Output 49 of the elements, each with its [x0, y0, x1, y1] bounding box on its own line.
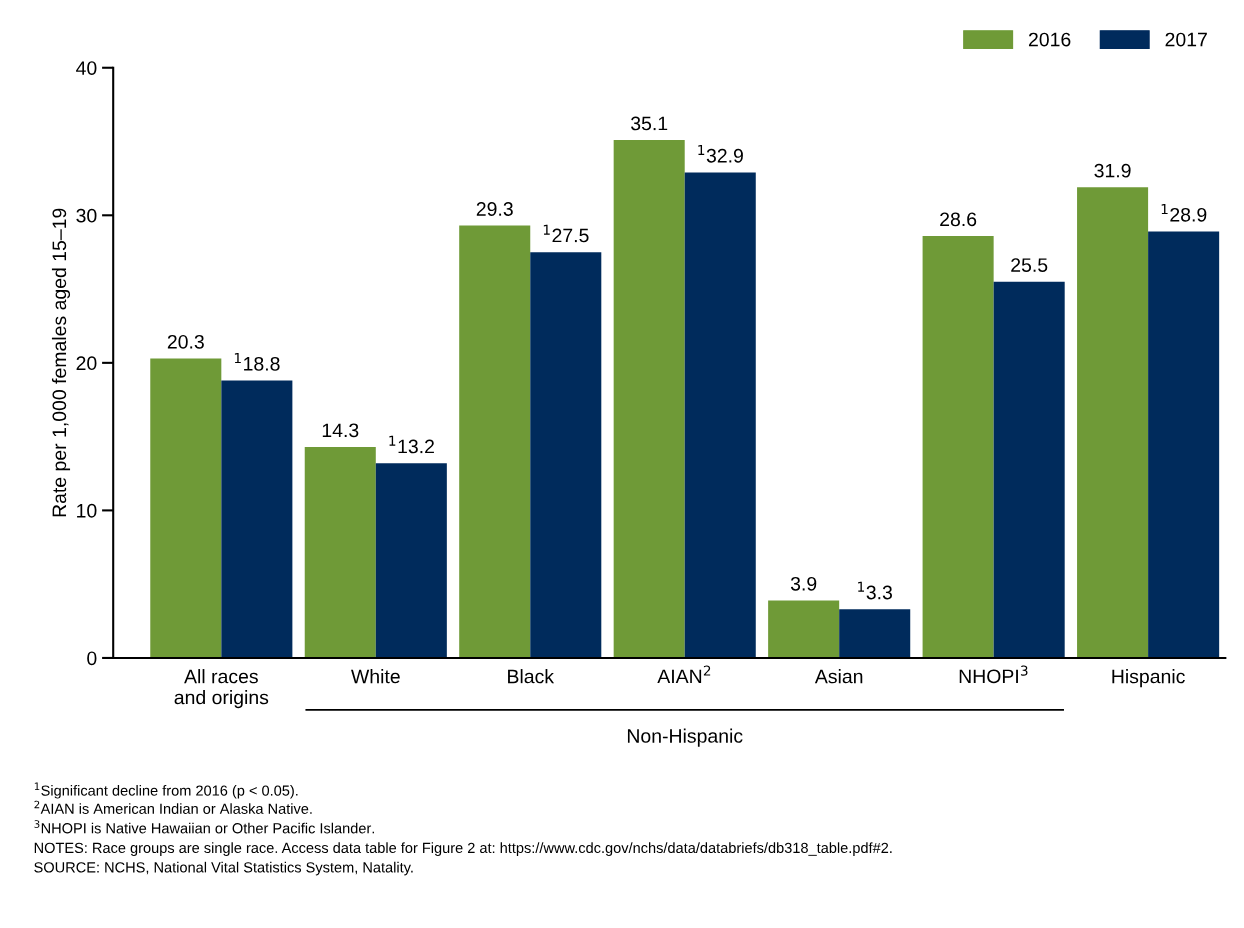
data-label: 31.9	[1094, 163, 1131, 178]
x-tick-label: AIAN$^{2}$	[657, 665, 711, 684]
data-label: $^{1}$18.8	[234, 353, 280, 371]
data-label: 14.3	[322, 423, 359, 438]
bar	[684, 172, 756, 658]
bar	[150, 358, 222, 658]
data-label: $^{1}$3.3	[858, 581, 892, 600]
data-label: 28.6	[940, 212, 977, 227]
x-tick-label: All races and origins	[174, 669, 269, 709]
bar	[304, 446, 376, 658]
bar	[459, 225, 531, 658]
bar	[613, 140, 685, 658]
data-label: $^{1}$27.5	[543, 224, 589, 243]
legend-label: 2016	[1028, 32, 1071, 47]
text: Non-Hispanic	[627, 728, 743, 747]
bar	[922, 235, 994, 658]
data-label: 35.1	[631, 116, 668, 131]
x-tick-label: White	[351, 669, 400, 684]
data-label: 3.9	[790, 576, 817, 591]
source-note: SOURCE: NCHS, National Vital Statistics System, Natality.	[34, 861, 413, 876]
data-label: 29.3	[476, 202, 513, 216]
text: $^{2}$AIAN is American Indian or Alaska Native.	[34, 800, 312, 814]
y-tick-label: 10	[77, 503, 97, 518]
text: $^{1}$Significant decline from 2016 (p < 0.05).	[34, 782, 298, 799]
bar	[839, 609, 911, 658]
data-label: $^{1}$32.9	[698, 145, 743, 163]
bar	[530, 252, 602, 658]
y-axis-title: Rate per 1,000 females aged 15–19	[51, 208, 71, 517]
data-label: $^{1}$13.2	[389, 435, 434, 454]
text: NOTES: Race groups are single race. Access data table for Figure 2 at: https://www.cdc.gov/nchs/data/databriefs/db318_table.pdf#2.	[34, 842, 892, 856]
bar	[1148, 231, 1220, 658]
data-label: 20.3	[167, 334, 204, 349]
x-tick-label: NHOPI$^{3}$	[959, 665, 1028, 684]
bar	[768, 600, 840, 658]
data-label: 25.5	[1011, 258, 1048, 272]
bar	[375, 463, 447, 658]
bar	[221, 380, 293, 658]
y-tick-label: 40	[76, 61, 97, 75]
y-tick-label: 30	[76, 208, 97, 223]
y-tick-label: 0	[87, 651, 97, 666]
x-tick-label: Hispanic	[1112, 669, 1185, 688]
x-tick-label: Asian	[814, 669, 863, 684]
y-tick-label: 20	[76, 356, 97, 371]
data-label: $^{1}$28.9	[1161, 204, 1207, 222]
legend-label: 2017	[1165, 32, 1207, 47]
bar	[993, 281, 1065, 658]
bar	[1077, 187, 1149, 658]
text: $^{3}$NHOPI is Native Hawaiian or Other Pacific Islander.	[34, 820, 375, 834]
x-tick-label: Black	[508, 669, 555, 684]
